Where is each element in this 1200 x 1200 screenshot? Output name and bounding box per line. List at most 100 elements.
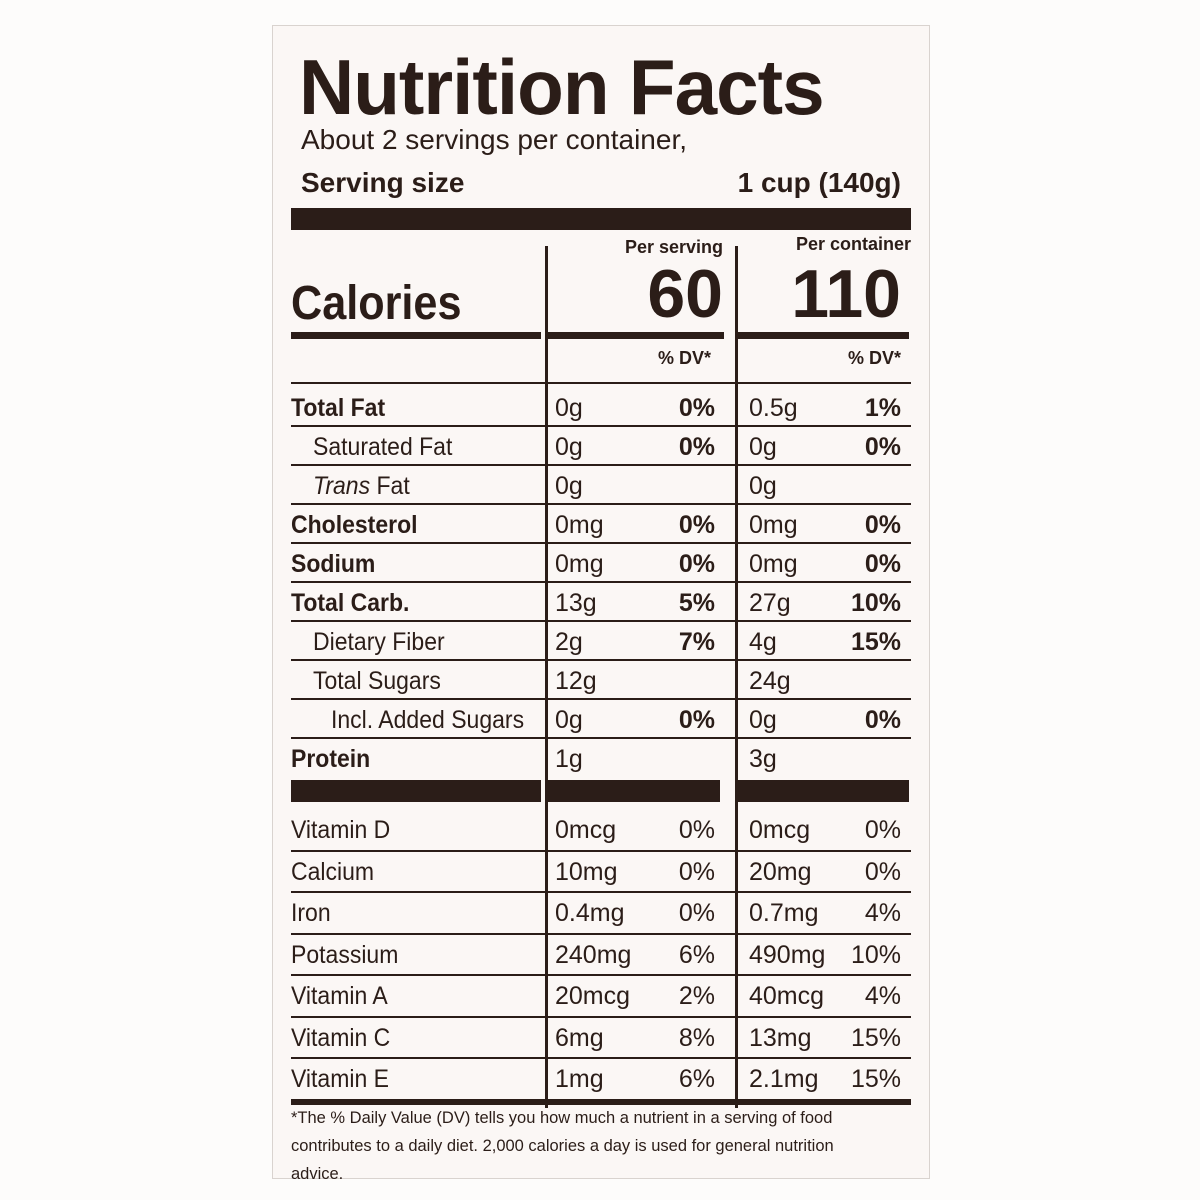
nutrient-name: Total Fat [291, 394, 386, 422]
vitamin-row: Iron 0.4mg 0% 0.7mg 4% [291, 893, 911, 935]
nutrient-row: Total Fat 0g 0% 0.5g 1% [291, 388, 911, 427]
amount-per-serving: 1mg [555, 1065, 604, 1093]
nutrient-name: Calcium [291, 857, 375, 886]
servings-per-container: About 2 servings per container, [301, 124, 688, 155]
row-divider [291, 581, 911, 583]
nutrient-name: Total Sugars [313, 667, 441, 695]
nutrient-name: Dietary Fiber [313, 628, 445, 656]
amount-per-container: 27g [749, 589, 791, 617]
dv-per-serving: 5% [678, 589, 715, 617]
row-divider [291, 542, 911, 544]
vitamin-row: Calcium 10mg 0% 20mg 0% [291, 852, 911, 893]
vitamin-row: Vitamin C 6mg 8% 13mg 15% [291, 1018, 911, 1059]
nutrient-row: Dietary Fiber 2g 7% 4g 15% [291, 622, 911, 661]
nutrient-name-suffix: Fat [370, 472, 410, 500]
amount-per-serving: 0g [555, 472, 583, 500]
dv-per-serving: 0% [678, 857, 715, 886]
amount-per-container: 4g [749, 628, 777, 656]
nutrient-name: Iron [291, 899, 331, 927]
nutrient-name: Protein [291, 745, 371, 773]
amount-per-container: 0.5g [749, 394, 798, 422]
amount-per-serving: 12g [555, 667, 597, 695]
amount-per-serving: 240mg [555, 940, 632, 969]
serving-size-label: Serving size [301, 167, 465, 198]
dv-per-container: 0% [864, 433, 901, 461]
nutrient-row: Cholesterol 0mg 0% 0mg 0% [291, 505, 911, 544]
amount-per-container: 0g [749, 472, 777, 500]
serving-size-row: Serving size 1 cup (140g) [301, 167, 901, 199]
nutrient-row: Total Carb. 13g 5% 27g 10% [291, 583, 911, 622]
amount-per-serving: 6mg [555, 1023, 604, 1052]
dv-per-container: 1% [864, 394, 901, 422]
nutrient-name: Trans Fat [313, 472, 410, 501]
nutrient-name: Vitamin E [291, 1065, 390, 1093]
dv-per-serving: 8% [678, 1023, 715, 1052]
nutrient-name: Cholesterol [291, 511, 418, 539]
calories-per-container: 110 [791, 256, 901, 332]
amount-per-serving: 13g [555, 589, 597, 617]
nutrient-row: Total Sugars 12g 24g [291, 661, 911, 700]
amount-per-container: 0mcg [749, 816, 811, 844]
dv-per-container: 0% [864, 550, 901, 578]
vitamin-row: Potassium 240mg 6% 490mg 10% [291, 935, 911, 976]
row-divider [291, 620, 911, 622]
amount-per-serving: 0mg [555, 511, 604, 539]
row-divider [291, 503, 911, 505]
dv-per-serving: 0% [678, 550, 715, 578]
amount-per-serving: 0g [555, 706, 583, 734]
amount-per-serving: 1g [555, 745, 583, 773]
calories-rule-right [738, 332, 909, 339]
per-serving-header: Per serving [624, 237, 723, 257]
vitamin-divider-mid [548, 780, 720, 802]
amount-per-container: 0g [749, 433, 777, 461]
per-container-header: Per container [795, 234, 911, 254]
dv-per-serving: 7% [678, 628, 715, 656]
dv-per-serving: 0% [678, 511, 715, 539]
row-divider [291, 425, 911, 427]
amount-per-container: 490mg [749, 940, 826, 969]
dv-per-container: 0% [864, 511, 901, 539]
dv-per-container: 15% [850, 628, 901, 656]
row-divider [291, 737, 911, 739]
row-divider [291, 1098, 911, 1101]
dv-per-container: 4% [864, 899, 901, 927]
amount-per-serving: 0mcg [555, 816, 617, 844]
amount-per-container: 0mg [749, 511, 798, 539]
footnote-rule [291, 1100, 911, 1105]
nutrient-row: Saturated Fat 0g 0% 0g 0% [291, 427, 911, 466]
amount-per-serving: 2g [555, 628, 583, 656]
nutrient-name: Total Carb. [291, 589, 410, 617]
nutrition-facts-label: Nutrition Facts About 2 servings per con… [272, 25, 930, 1183]
nutrient-name-italic: Trans [313, 472, 371, 500]
nutrient-name: Sodium [291, 550, 376, 578]
row-divider [291, 974, 911, 976]
footnote: *The % Daily Value (DV) tells you how mu… [291, 1108, 834, 1183]
row-divider [291, 932, 911, 935]
dv-per-serving: 0% [678, 706, 715, 734]
amount-per-container: 2.1mg [749, 1065, 819, 1093]
nutrient-row: Trans Fat 0g 0g [291, 466, 911, 505]
row-divider [291, 891, 911, 893]
column-divider-2 [735, 246, 738, 1108]
calories-rule-left [291, 332, 541, 339]
dv-rule [291, 382, 911, 384]
row-divider [291, 1057, 911, 1059]
amount-per-container: 20mg [749, 857, 812, 886]
amount-per-serving: 10mg [555, 857, 618, 886]
amount-per-container: 0mg [749, 550, 798, 578]
dv-header-serving: % DV* [657, 348, 711, 368]
dv-per-serving: 0% [678, 433, 715, 461]
dv-per-container: 10% [850, 940, 901, 969]
vitamin-divider-right [738, 780, 909, 802]
dv-header-container: % DV* [847, 348, 901, 368]
dv-per-serving: 2% [678, 982, 715, 1010]
amount-per-serving: 0g [555, 433, 583, 461]
dv-per-container: 0% [864, 857, 901, 886]
nutrient-name: Incl. Added Sugars [331, 706, 525, 734]
amount-per-serving: 0.4mg [555, 899, 625, 927]
amount-per-container: 0.7mg [749, 899, 819, 927]
dv-per-container: 15% [850, 1023, 901, 1052]
dv-per-container: 15% [850, 1065, 901, 1093]
dv-per-serving: 6% [678, 940, 715, 969]
amount-per-serving: 0g [555, 394, 583, 422]
